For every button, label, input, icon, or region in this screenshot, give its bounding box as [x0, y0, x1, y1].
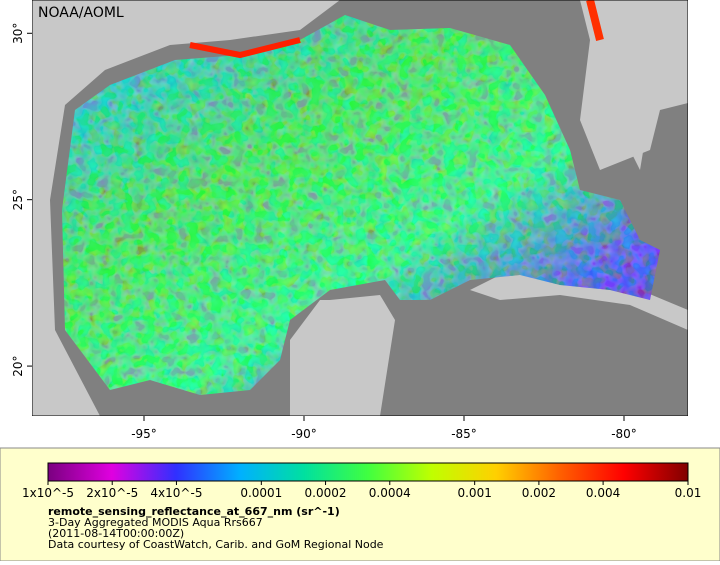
- legend-line: 3-Day Aggregated MODIS Aqua Rrs667: [48, 516, 263, 529]
- x-tick-label: -90°: [291, 427, 317, 441]
- colorbar-tick-label: 0.001: [457, 486, 491, 500]
- yucatan: [290, 295, 395, 416]
- map-area: [32, 0, 688, 416]
- legend-title: remote_sensing_reflectance_at_667_nm (sr…: [48, 505, 340, 518]
- colorbar-tick-label: 0.004: [586, 486, 620, 500]
- x-tick-label: -80°: [611, 427, 637, 441]
- colorbar-tick-label: 0.002: [522, 486, 556, 500]
- cuba: [470, 265, 688, 330]
- colorbar: [47, 462, 689, 482]
- colorbar-tick-label: 0.0004: [369, 486, 411, 500]
- colorbar-tick-label: 1x10^-5: [22, 486, 74, 500]
- map-label: NOAA/AOML: [38, 5, 124, 21]
- colorbar-tick-label: 4x10^-5: [150, 486, 202, 500]
- x-tick-label: -85°: [451, 427, 477, 441]
- colorbar-tick-label: 0.0001: [240, 486, 282, 500]
- florida: [580, 0, 650, 170]
- y-tick-label: 20°: [11, 355, 25, 376]
- coastal-high: [586, 0, 604, 41]
- legend-line: Data courtesy of CoastWatch, Carib. and …: [48, 538, 384, 551]
- y-tick-label: 25°: [11, 189, 25, 210]
- legend-line: (2011-08-14T00:00:00Z): [48, 527, 184, 540]
- colorbar-tick-label: 2x10^-5: [86, 486, 138, 500]
- coastal-high: [189, 37, 301, 59]
- colorbar-tick-label: 0.01: [675, 486, 702, 500]
- y-tick-label: 30°: [11, 23, 25, 44]
- x-tick-label: -95°: [131, 427, 157, 441]
- colorbar-tick-label: 0.0002: [305, 486, 347, 500]
- reflectance-texture: [62, 15, 660, 395]
